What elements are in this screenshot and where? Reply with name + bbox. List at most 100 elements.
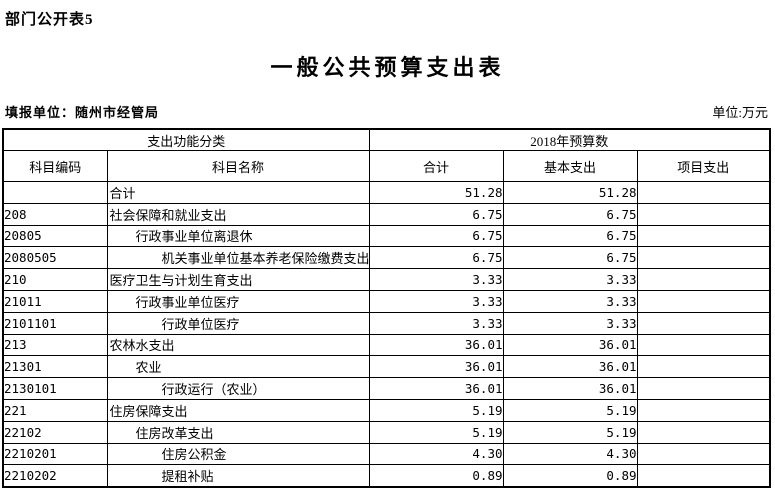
cell-total: 6.75 <box>368 202 504 226</box>
cell-subject-code: 2101101 <box>2 311 108 335</box>
cell-subject-name: 机关事业单位基本养老保险缴费支出 <box>106 246 370 270</box>
cell-total: 5.19 <box>368 420 504 444</box>
col-header-basic-expenditure: 基本支出 <box>502 150 638 182</box>
table-row: 2101101 行政单位医疗 3.33 3.33 <box>2 311 771 335</box>
cell-project-expenditure <box>636 333 771 357</box>
cell-basic-expenditure: 36.01 <box>502 377 638 400</box>
cell-project-expenditure <box>636 202 771 226</box>
cell-total: 36.01 <box>368 333 504 357</box>
unit-note-label: 单位:万元 <box>712 105 768 120</box>
cell-basic-expenditure: 3.33 <box>502 289 638 313</box>
cell-project-expenditure <box>636 268 771 291</box>
cell-subject-name: 行政事业单位离退休 <box>106 224 370 248</box>
cell-basic-expenditure: 0.89 <box>502 464 638 488</box>
table-row: 20805 行政事业单位离退休 6.75 6.75 <box>2 224 771 248</box>
col-header-project-expenditure: 项目支出 <box>636 150 771 182</box>
cell-subject-name: 医疗卫生与计划生育支出 <box>106 268 370 291</box>
cell-basic-expenditure: 36.01 <box>502 355 638 379</box>
table-header: 支出功能分类 2018年预算数 科目编码 科目名称 合计 基本支出 项目支出 <box>2 128 771 182</box>
header-columns-row: 科目编码 科目名称 合计 基本支出 项目支出 <box>2 150 771 182</box>
cell-basic-expenditure: 5.19 <box>502 420 638 444</box>
meta-row: 填报单位：随州市经管局 单位:万元 <box>5 102 768 121</box>
cell-project-expenditure <box>636 181 771 204</box>
cell-project-expenditure <box>636 398 771 422</box>
header-group-function: 支出功能分类 <box>2 128 370 151</box>
cell-subject-name: 提租补贴 <box>106 464 370 488</box>
table-row: 合计 51.28 51.28 <box>2 181 771 204</box>
table-row: 22102 住房改革支出 5.19 5.19 <box>2 420 771 444</box>
table-row: 2130101 行政运行（农业） 36.01 36.01 <box>2 377 771 400</box>
cell-subject-code: 213 <box>2 333 108 357</box>
cell-subject-code: 21011 <box>2 289 108 313</box>
cell-subject-code: 20805 <box>2 224 108 248</box>
cell-subject-name: 合计 <box>106 181 370 204</box>
cell-subject-code: 21301 <box>2 355 108 379</box>
col-header-total: 合计 <box>368 150 504 182</box>
table-row: 21301 农业 36.01 36.01 <box>2 355 771 379</box>
table-body: 合计 51.28 51.28 208 社会保障和就业支出 6.75 6.75 20805 行政事… <box>2 181 771 488</box>
cell-subject-name: 行政事业单位医疗 <box>106 289 370 313</box>
cell-total: 51.28 <box>368 181 504 204</box>
cell-subject-code: 2210201 <box>2 442 108 466</box>
table-row: 21011 行政事业单位医疗 3.33 3.33 <box>2 289 771 313</box>
cell-total: 4.30 <box>368 442 504 466</box>
col-header-subject-code: 科目编码 <box>2 150 108 182</box>
table-row: 2210202 提租补贴 0.89 0.89 <box>2 464 771 488</box>
cell-subject-name: 住房保障支出 <box>106 398 370 422</box>
cell-basic-expenditure: 4.30 <box>502 442 638 466</box>
cell-project-expenditure <box>636 442 771 466</box>
cell-project-expenditure <box>636 377 771 400</box>
cell-subject-code: 208 <box>2 202 108 226</box>
cell-subject-name: 行政运行（农业） <box>106 377 370 400</box>
table-row: 210 医疗卫生与计划生育支出 3.33 3.33 <box>2 268 771 291</box>
cell-total: 3.33 <box>368 311 504 335</box>
cell-total: 5.19 <box>368 398 504 422</box>
cell-project-expenditure <box>636 464 771 488</box>
cell-project-expenditure <box>636 224 771 248</box>
header-group-budget-2018: 2018年预算数 <box>368 128 771 151</box>
cell-basic-expenditure: 6.75 <box>502 246 638 270</box>
table-row: 208 社会保障和就业支出 6.75 6.75 <box>2 202 771 226</box>
col-header-subject-name: 科目名称 <box>106 150 370 182</box>
cell-total: 0.89 <box>368 464 504 488</box>
cell-basic-expenditure: 36.01 <box>502 333 638 357</box>
cell-subject-code: 2080505 <box>2 246 108 270</box>
table-row: 2210201 住房公积金 4.30 4.30 <box>2 442 771 466</box>
table-row: 213 农林水支出 36.01 36.01 <box>2 333 771 357</box>
cell-subject-code: 2210202 <box>2 464 108 488</box>
cell-subject-name: 住房公积金 <box>106 442 370 466</box>
cell-basic-expenditure: 6.75 <box>502 202 638 226</box>
cell-basic-expenditure: 6.75 <box>502 224 638 248</box>
reporting-unit-label: 填报单位：随州市经管局 <box>5 105 160 120</box>
cell-total: 6.75 <box>368 246 504 270</box>
cell-project-expenditure <box>636 246 771 270</box>
cell-basic-expenditure: 51.28 <box>502 181 638 204</box>
cell-project-expenditure <box>636 355 771 379</box>
cell-subject-code <box>2 181 108 204</box>
cell-subject-name: 住房改革支出 <box>106 420 370 444</box>
cell-subject-name: 农林水支出 <box>106 333 370 357</box>
cell-total: 36.01 <box>368 355 504 379</box>
cell-subject-code: 210 <box>2 268 108 291</box>
cell-subject-name: 农业 <box>106 355 370 379</box>
cell-total: 3.33 <box>368 289 504 313</box>
cell-subject-code: 221 <box>2 398 108 422</box>
cell-subject-name: 行政单位医疗 <box>106 311 370 335</box>
cell-project-expenditure <box>636 420 771 444</box>
cell-basic-expenditure: 3.33 <box>502 311 638 335</box>
cell-project-expenditure <box>636 289 771 313</box>
cell-basic-expenditure: 3.33 <box>502 268 638 291</box>
cell-total: 3.33 <box>368 268 504 291</box>
cell-subject-code: 22102 <box>2 420 108 444</box>
cell-subject-name: 社会保障和就业支出 <box>106 202 370 226</box>
header-group-row: 支出功能分类 2018年预算数 <box>2 128 771 151</box>
table-row: 221 住房保障支出 5.19 5.19 <box>2 398 771 422</box>
cell-project-expenditure <box>636 311 771 335</box>
budget-table: 支出功能分类 2018年预算数 科目编码 科目名称 合计 基本支出 项目支出 合… <box>2 128 772 489</box>
cell-total: 36.01 <box>368 377 504 400</box>
cell-subject-code: 2130101 <box>2 377 108 400</box>
cell-basic-expenditure: 5.19 <box>502 398 638 422</box>
corner-note: 部门公开表5 <box>5 12 94 28</box>
cell-total: 6.75 <box>368 224 504 248</box>
